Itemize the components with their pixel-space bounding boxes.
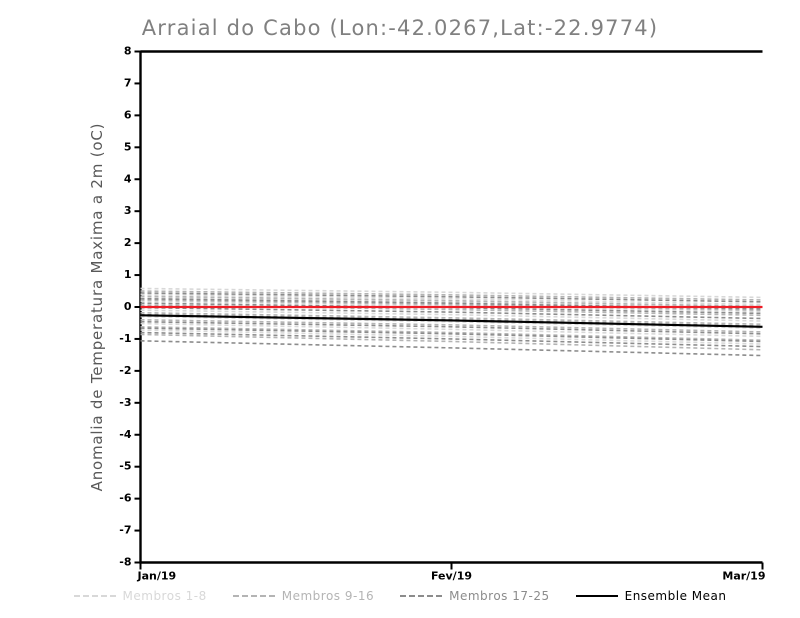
member-line [140,329,763,345]
member-line [140,290,763,301]
y-axis-tick-label: -7 [119,524,131,537]
member-line [140,287,763,299]
y-axis-tick-label: 8 [124,45,132,58]
member-line [140,326,763,342]
member-line [140,293,763,306]
y-axis-tick-label: -2 [119,364,131,377]
y-axis-tick-label: -4 [119,428,132,441]
y-axis-tick-label: 5 [124,140,132,153]
member-line [140,300,763,313]
x-axis-tick-label: Fev/19 [431,570,472,583]
legend-swatch-dashed-icon [400,595,443,597]
member-line [140,322,763,338]
member-line [140,340,763,357]
member-line [140,327,763,343]
member-line [140,318,763,333]
member-line [140,299,763,311]
y-axis-tick-label: -8 [119,556,131,569]
member-line [140,311,763,326]
member-line [140,315,763,329]
ensemble-mean-line [140,314,763,328]
member-line [140,333,763,351]
legend-label: Membros 9-16 [281,589,375,603]
chart-legend: Membros 1-8 Membros 9-16 Membros 17-25 Ense… [0,586,800,606]
member-line [140,309,763,322]
x-axis-tick-label: Jan/19 [137,570,177,583]
legend-label: Membros 1-8 [122,589,207,603]
y-axis-tick-label: -6 [119,492,132,505]
member-line [140,296,763,309]
y-axis-tick-label: 7 [124,76,132,89]
x-axis-tick-label: Mar/19 [722,570,765,583]
y-axis-tick-label: -5 [119,460,131,473]
y-axis-tick-label: -1 [119,332,131,345]
member-line [140,331,763,348]
legend-swatch-dashed-icon [73,595,116,597]
plot-area: 8 7 6 5 4 3 2 1 0 -1 -2 -3 -4 -5 -6 -7 -8 Jan/19 Fev/19 Mar… [119,45,765,583]
member-line [140,304,763,317]
member-line [140,306,763,320]
legend-entry: Ensemble Mean [575,589,727,603]
member-line [140,295,763,308]
y-axis-tick-label: 0 [124,300,132,313]
legend-entry: Membros 1-8 [73,589,207,603]
y-axis-tick-label: 3 [124,204,132,217]
y-axis-tick-label: 4 [124,172,132,185]
member-line [140,292,763,303]
y-axis-tick-label: -3 [119,396,131,409]
y-axis-tick-label: 6 [124,108,132,121]
legend-label: Membros 17-25 [449,589,550,603]
y-axis-tick-label: 1 [124,268,132,281]
legend-entry: Membros 9-16 [232,589,375,603]
legend-label: Ensemble Mean [624,589,727,603]
legend-swatch-solid-icon [575,595,618,597]
member-line [140,320,763,335]
page-title: Arraial do Cabo (Lon:-42.0267,Lat:-22.97… [141,16,659,40]
legend-swatch-dashed-icon [232,595,275,597]
legend-entry: Membros 17-25 [400,589,550,603]
y-axis-tick-label: 2 [124,236,132,249]
